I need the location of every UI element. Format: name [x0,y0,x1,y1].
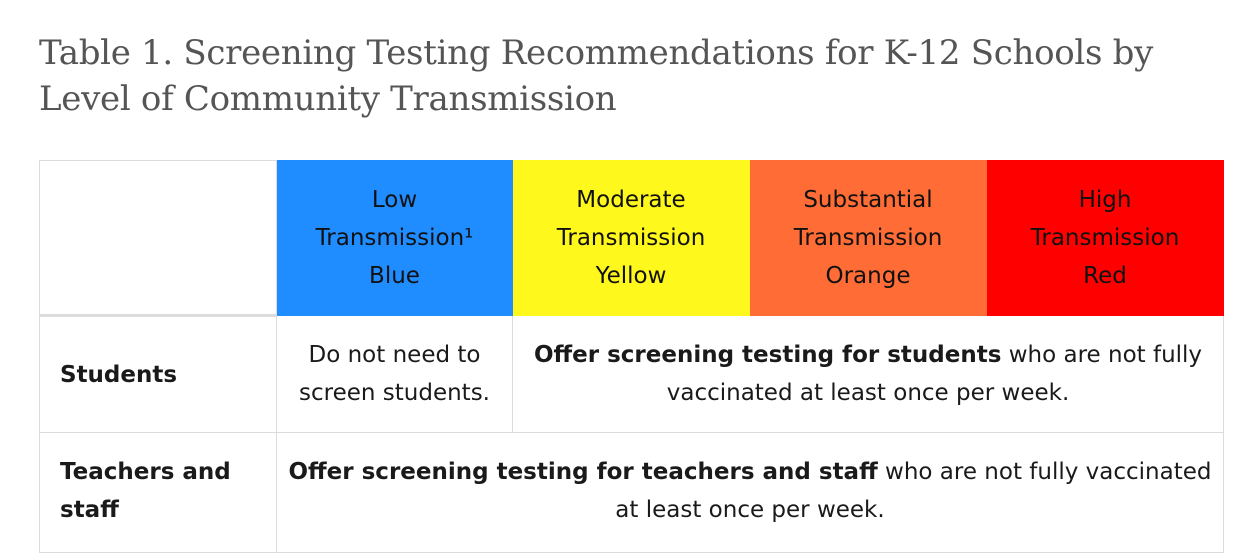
moderate-level-transmission: Transmission [556,225,706,251]
cell-students-low: Do not need to screen students. [276,315,513,433]
row-label-teachers: Teachers and staff [39,432,277,553]
teachers-recommendation-bold: Offer screening testing for teachers and… [288,459,878,485]
high-level-name: High [1078,187,1132,213]
moderate-level-name: Moderate [576,187,686,213]
substantial-level-transmission: Transmission [793,225,943,251]
table-title: Table 1. Screening Testing Recommendatio… [39,33,1154,119]
substantial-level-color: Orange [825,263,911,289]
moderate-level-color: Yellow [595,263,667,289]
low-level-name: Low [371,187,418,213]
header-high-transmission: High Transmission Red [986,160,1224,316]
header-empty-cell [39,160,277,317]
header-moderate-transmission: Moderate Transmission Yellow [512,160,750,316]
cell-students-moderate-to-high: Offer screening testing for students who… [512,315,1224,433]
screening-testing-table: Low Transmission¹ Blue Moderate Transmis… [39,160,1224,553]
table-row-students: Students Do not need to screen students.… [39,315,1224,433]
low-level-transmission: Transmission¹ [315,225,474,251]
header-substantial-transmission: Substantial Transmission Orange [749,160,987,316]
header-row: Low Transmission¹ Blue Moderate Transmis… [39,160,1224,317]
high-level-transmission: Transmission [1030,225,1180,251]
students-recommendation-bold: Offer screening testing for students [533,342,1002,368]
high-level-color: Red [1083,263,1127,289]
students-recommendation-text: who are not fully vaccinated at least on… [666,342,1203,406]
row-label-students: Students [39,315,277,433]
low-level-color: Blue [369,263,420,289]
table-row-teachers: Teachers and staff Offer screening testi… [39,432,1224,553]
header-low-transmission: Low Transmission¹ Blue [276,160,513,316]
substantial-level-name: Substantial [803,187,933,213]
teachers-recommendation-text: who are not fully vaccinated at least on… [615,459,1212,523]
cell-teachers-all-levels: Offer screening testing for teachers and… [276,432,1224,553]
